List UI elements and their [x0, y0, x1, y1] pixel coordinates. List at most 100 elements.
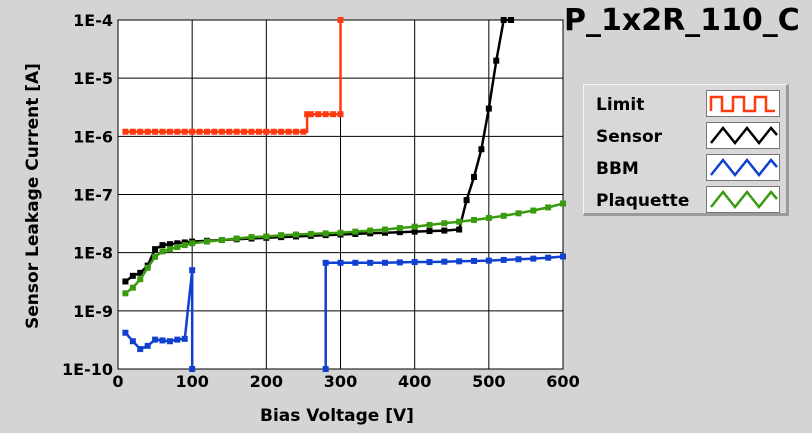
data-point — [166, 338, 173, 345]
data-point — [122, 290, 129, 297]
data-point — [337, 259, 344, 266]
data-point — [367, 227, 374, 234]
data-point — [337, 17, 344, 23]
data-point — [129, 272, 136, 279]
data-point — [129, 284, 136, 291]
data-point — [382, 259, 388, 266]
data-point — [471, 173, 477, 180]
x-tick-label: 400 — [398, 372, 431, 391]
legend-label: Limit — [596, 95, 645, 115]
series-limit — [122, 17, 344, 135]
legend-swatch-bbm — [706, 154, 780, 181]
legend-item-limit[interactable]: Limit — [584, 89, 784, 119]
x-tick-label: 500 — [472, 372, 505, 391]
data-point — [211, 128, 218, 135]
data-point — [426, 228, 433, 235]
data-point — [293, 128, 299, 135]
data-point — [218, 237, 225, 244]
data-point — [411, 228, 418, 235]
data-point — [293, 231, 299, 238]
data-point — [352, 228, 359, 235]
data-point — [218, 128, 225, 135]
data-point — [426, 259, 433, 266]
y-axis-label: Sensor Leakage Current [A] — [23, 63, 43, 329]
limit-pattern-icon — [709, 95, 775, 113]
data-point — [263, 128, 270, 135]
chart-title: P_1x2R_110_C — [564, 3, 800, 38]
data-point — [560, 200, 566, 207]
data-point — [174, 128, 181, 135]
data-point — [515, 210, 522, 217]
data-point — [463, 197, 470, 204]
data-point — [530, 207, 537, 214]
x-axis-label: Bias Voltage [V] — [260, 406, 414, 426]
data-point — [352, 259, 359, 266]
data-point — [367, 259, 374, 266]
y-tick-label: 1E-6 — [73, 127, 113, 146]
data-point — [500, 17, 507, 23]
data-point — [174, 244, 181, 251]
data-point — [515, 256, 522, 263]
x-tick-label: 600 — [546, 372, 579, 391]
data-point — [233, 128, 240, 135]
data-point — [382, 229, 388, 236]
data-point — [181, 242, 188, 249]
data-point — [315, 111, 322, 118]
data-point — [189, 128, 196, 135]
data-point — [485, 257, 492, 264]
data-point — [396, 229, 403, 236]
data-point — [189, 240, 196, 247]
data-point — [493, 57, 500, 64]
data-point — [322, 111, 329, 118]
data-point — [152, 253, 159, 260]
data-point — [322, 366, 329, 372]
data-point — [159, 248, 166, 255]
data-point — [500, 212, 507, 219]
y-tick-label: 1E-10 — [62, 360, 113, 379]
data-point — [426, 221, 433, 228]
data-point — [122, 278, 129, 285]
legend-label: BBM — [596, 159, 639, 179]
data-point — [144, 128, 151, 135]
data-point — [382, 226, 388, 233]
data-point — [441, 227, 448, 234]
data-point — [456, 226, 463, 233]
data-point — [129, 338, 136, 345]
data-point — [152, 336, 159, 343]
data-point — [270, 128, 277, 135]
data-point — [471, 257, 477, 264]
data-point — [248, 128, 255, 135]
data-point — [471, 216, 477, 223]
data-point — [560, 253, 566, 260]
data-point — [411, 259, 418, 266]
x-tick-label: 200 — [250, 372, 283, 391]
data-point — [545, 254, 552, 261]
y-tick-label: 1E-5 — [73, 69, 113, 88]
legend: Limit Sensor BBM Plaquette — [583, 84, 789, 216]
data-point — [181, 335, 188, 342]
data-point — [307, 230, 314, 237]
data-point — [204, 238, 210, 245]
data-point — [255, 128, 262, 135]
data-point — [322, 230, 329, 237]
data-point — [441, 220, 448, 227]
legend-item-plaquette[interactable]: Plaquette — [584, 185, 784, 215]
data-point — [456, 218, 463, 225]
data-point — [137, 276, 144, 283]
y-tick-label: 1E-7 — [73, 186, 113, 205]
data-point — [508, 17, 515, 23]
data-point — [411, 223, 418, 230]
data-point — [337, 229, 344, 236]
data-point — [456, 258, 463, 265]
data-point — [189, 366, 196, 372]
x-tick-label: 100 — [175, 372, 208, 391]
legend-item-bbm[interactable]: BBM — [584, 153, 784, 183]
data-point — [304, 111, 311, 118]
legend-swatch-sensor — [706, 122, 780, 149]
data-point — [545, 204, 552, 211]
data-point — [478, 146, 485, 153]
legend-swatch-limit — [706, 90, 780, 117]
data-point — [166, 246, 173, 253]
legend-item-sensor[interactable]: Sensor — [584, 121, 784, 151]
